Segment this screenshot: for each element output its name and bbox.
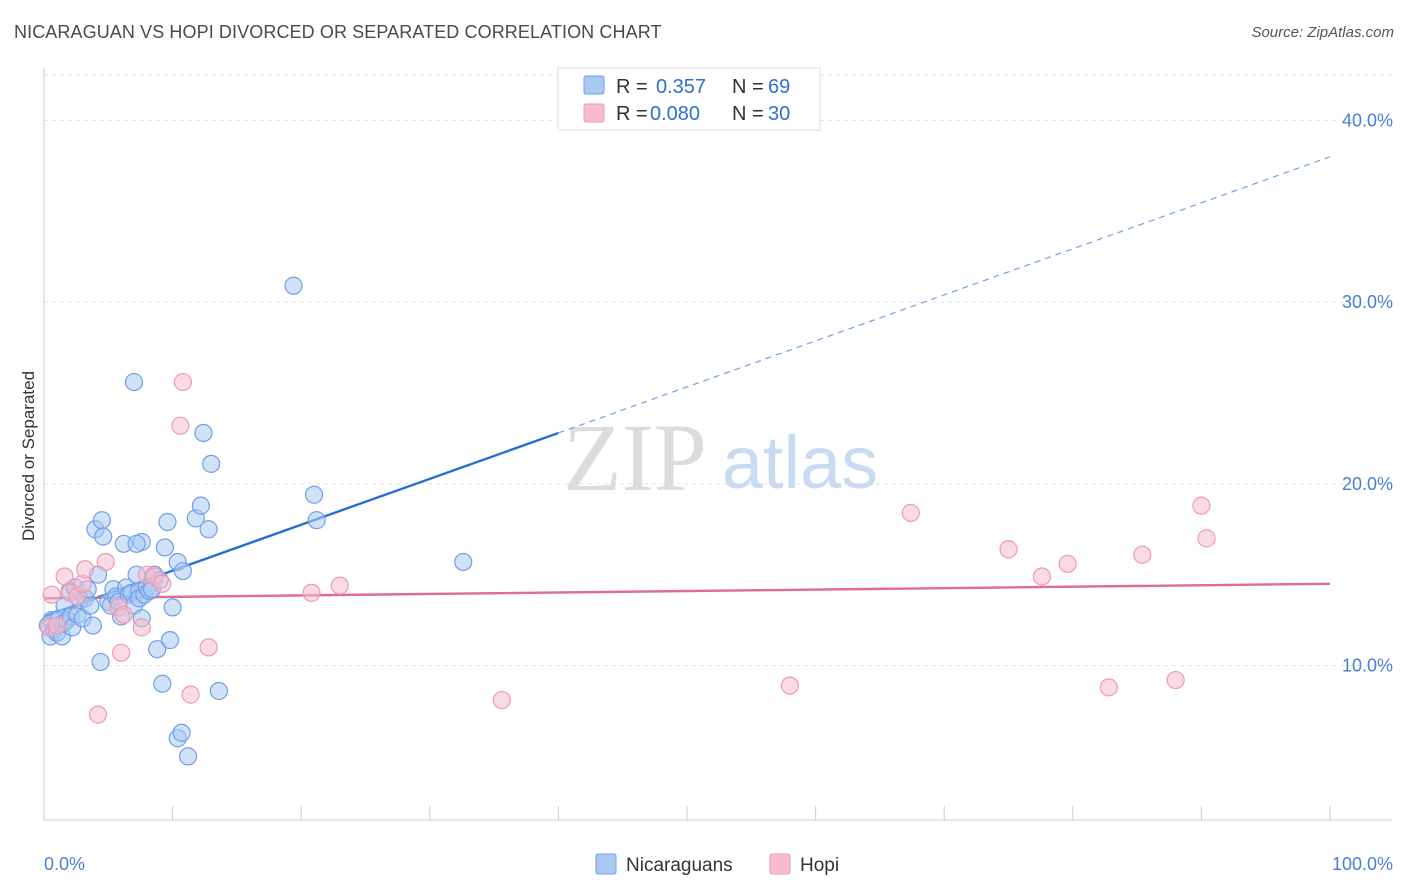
- data-point: [83, 616, 102, 635]
- legend-swatch-nicaraguans: [583, 75, 605, 95]
- y-tick-label: 10.0%: [1342, 656, 1393, 676]
- data-point: [153, 674, 172, 693]
- data-point: [47, 616, 66, 635]
- y-tick-label: 40.0%: [1342, 110, 1393, 130]
- legend-r-label: R =: [616, 76, 648, 98]
- data-point: [191, 496, 210, 515]
- watermark: ZIP atlas: [563, 404, 878, 511]
- data-point: [171, 416, 190, 435]
- data-point: [178, 747, 198, 766]
- data-point: [1058, 554, 1077, 573]
- data-point: [124, 372, 144, 392]
- bottom-legend-swatch-nicaraguans: [595, 853, 617, 875]
- data-points: [38, 276, 1216, 766]
- data-point: [76, 560, 95, 579]
- data-point: [172, 723, 191, 742]
- data-point: [901, 503, 920, 523]
- data-point: [454, 552, 473, 572]
- data-point: [112, 643, 131, 662]
- data-point: [91, 652, 110, 672]
- y-tick-label: 20.0%: [1342, 474, 1393, 494]
- data-point: [1133, 545, 1152, 564]
- data-point: [81, 596, 100, 615]
- grid-lines: [44, 74, 1392, 667]
- y-axis-label: Divorced or Separated: [19, 371, 38, 541]
- trend-line-hopi: [43, 582, 1331, 600]
- bottom-legend-hopi: Hopi: [800, 855, 839, 876]
- axes: [43, 68, 1392, 821]
- legend-r-value: 0.357: [656, 76, 706, 98]
- data-point: [330, 576, 349, 595]
- data-point: [1197, 529, 1216, 548]
- bottom-legend: Nicaraguans Hopi: [595, 853, 839, 876]
- data-point: [173, 372, 192, 392]
- data-point: [173, 561, 192, 581]
- data-point: [307, 511, 326, 530]
- data-point: [999, 540, 1018, 559]
- legend-r-value: 0.080: [650, 103, 700, 125]
- y-tick-label: 30.0%: [1342, 292, 1393, 312]
- data-point: [96, 552, 115, 572]
- data-point: [160, 631, 180, 650]
- legend-n-label: N =: [732, 76, 764, 98]
- data-point: [199, 520, 218, 539]
- x-tick-label: 0.0%: [44, 854, 85, 874]
- legend-r-label: R =: [616, 103, 648, 125]
- watermark-atlas: atlas: [722, 421, 878, 504]
- data-point: [127, 534, 146, 553]
- data-point: [780, 676, 799, 695]
- data-point: [42, 585, 61, 604]
- data-point: [1099, 678, 1118, 697]
- data-point: [1166, 670, 1185, 690]
- bottom-legend-nicaraguans: Nicaraguans: [626, 855, 733, 876]
- legend: R = 0.357 N = 69 R = 0.080 N = 30: [557, 67, 821, 131]
- legend-n-label: N =: [732, 103, 764, 125]
- data-point: [304, 485, 324, 504]
- legend-n-value: 30: [768, 103, 790, 125]
- data-point: [148, 640, 167, 659]
- data-point: [202, 454, 221, 473]
- data-point: [92, 511, 111, 530]
- data-point: [209, 681, 228, 701]
- x-tick-label: 100.0%: [1332, 854, 1393, 874]
- data-point: [1192, 496, 1211, 515]
- trend-line-nicaraguans-extension: [558, 156, 1331, 434]
- watermark-zip: ZIP: [563, 404, 707, 511]
- data-point: [114, 605, 133, 624]
- y-tick-labels: 10.0% 20.0% 30.0% 40.0%: [1342, 110, 1393, 675]
- data-point: [492, 690, 511, 710]
- data-point: [302, 583, 321, 602]
- data-point: [181, 685, 200, 704]
- data-point: [158, 512, 177, 532]
- data-point: [94, 527, 113, 546]
- x-tick-labels: 0.0% 100.0%: [44, 854, 1393, 874]
- source-label: Source: ZipAtlas.com: [1251, 24, 1394, 41]
- data-point: [199, 638, 218, 657]
- chart-title: NICARAGUAN VS HOPI DIVORCED OR SEPARATED…: [14, 22, 662, 42]
- data-point: [194, 423, 213, 443]
- bottom-legend-swatch-hopi: [769, 853, 791, 875]
- data-point: [155, 538, 174, 557]
- series-hopi: [40, 372, 1216, 724]
- data-point: [284, 276, 303, 295]
- data-point: [163, 598, 182, 617]
- legend-swatch-hopi: [583, 103, 605, 123]
- series-nicaraguans: [38, 276, 473, 766]
- data-point: [132, 618, 151, 637]
- data-point: [55, 567, 74, 586]
- data-point: [88, 705, 108, 724]
- data-point: [153, 574, 172, 593]
- legend-n-value: 69: [768, 76, 790, 98]
- data-point: [1032, 567, 1052, 586]
